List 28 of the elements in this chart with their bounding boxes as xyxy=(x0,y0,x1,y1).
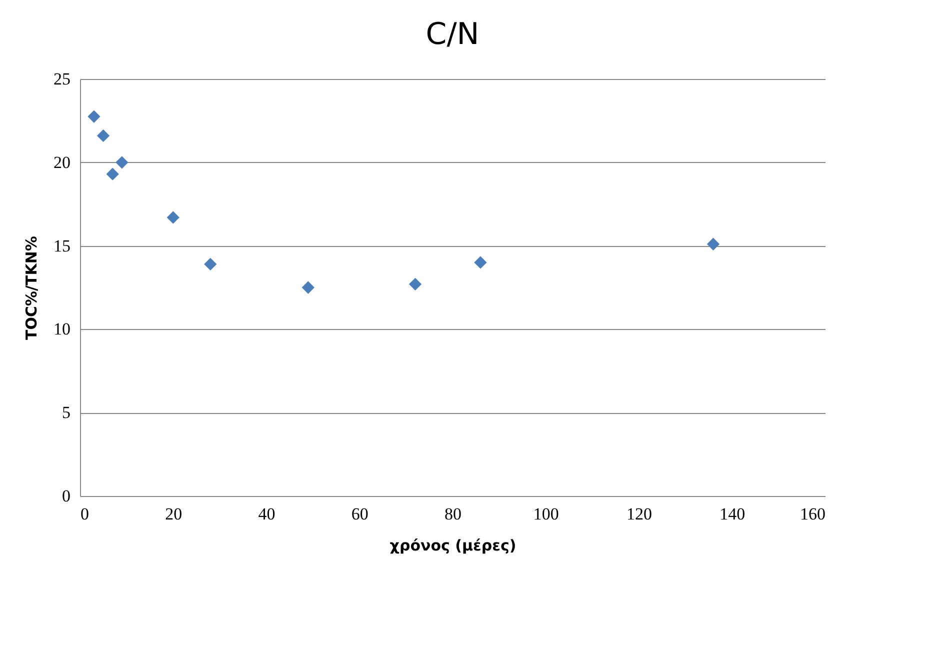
point xyxy=(474,256,487,269)
x-tick-label: 160 xyxy=(800,504,826,524)
x-tick-label: 60 xyxy=(351,504,368,524)
point xyxy=(408,278,422,290)
x-tick-label: 140 xyxy=(720,504,746,524)
y-tick-label: 5 xyxy=(62,403,70,422)
y-tick-label: 20 xyxy=(54,152,70,172)
x-tick-label: 40 xyxy=(258,504,276,524)
point xyxy=(302,281,314,294)
x-tick-label: 20 xyxy=(165,504,182,524)
x-tick-label: 120 xyxy=(626,504,652,524)
x-tick-label: 100 xyxy=(533,504,559,524)
point xyxy=(88,110,100,123)
point xyxy=(106,168,119,180)
y-tick-label: 25 xyxy=(54,70,70,88)
y-tick-label: 10 xyxy=(54,320,70,339)
y-tick-label: 0 xyxy=(62,486,70,506)
point xyxy=(166,211,180,224)
y-axis-title: TOC%/TKN% xyxy=(22,236,40,340)
chart-title: C/N xyxy=(426,17,480,52)
x-axis-title: χρόνος (μέρες) xyxy=(390,536,516,554)
point xyxy=(116,156,128,169)
point xyxy=(204,258,217,270)
point xyxy=(96,129,110,142)
x-tick-label: 80 xyxy=(444,504,462,524)
y-tick-label: 15 xyxy=(54,236,70,256)
x-tick-label: 0 xyxy=(80,504,89,524)
point xyxy=(706,238,720,250)
